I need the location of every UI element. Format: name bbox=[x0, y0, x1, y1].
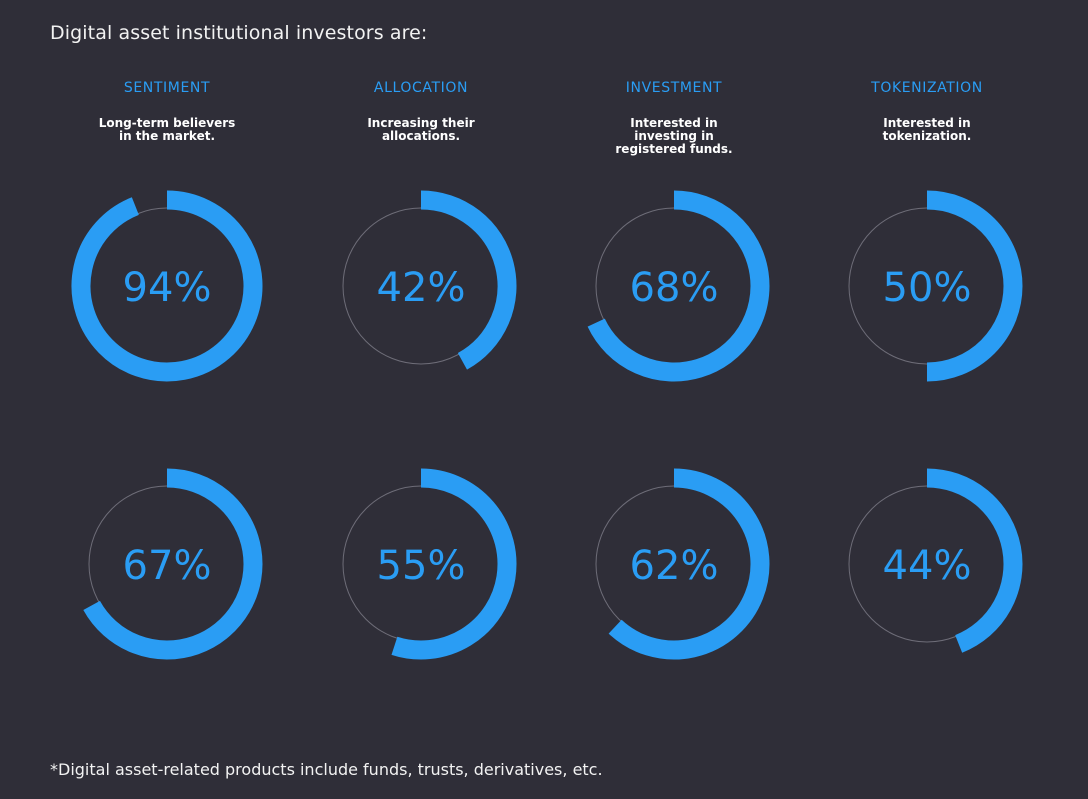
donut-tokenization-row1: 50% bbox=[848, 190, 1023, 382]
donut-tokenization-row2: 44% bbox=[848, 468, 1023, 653]
donut-arc bbox=[83, 468, 263, 660]
donut-arc bbox=[391, 468, 517, 660]
chart-heading: Digital asset institutional investors ar… bbox=[50, 22, 428, 44]
donut-value-label: 50% bbox=[883, 265, 972, 311]
column-header-sentiment: SENTIMENT Long-term believers in the mar… bbox=[57, 80, 277, 143]
donut-arc bbox=[608, 468, 770, 660]
donut-arc bbox=[926, 468, 1023, 653]
donut-arc bbox=[926, 190, 1023, 382]
donut-arc bbox=[587, 190, 770, 382]
column-header-investment: INVESTMENT Interested in investing in re… bbox=[564, 80, 784, 156]
donut-arc bbox=[420, 190, 517, 370]
donut-allocation-row2: 55% bbox=[342, 468, 517, 660]
donut-value-label: 42% bbox=[377, 265, 466, 311]
donut-value-label: 94% bbox=[123, 265, 212, 311]
column-description: Long-term believers in the market. bbox=[98, 116, 236, 143]
column-title: TOKENIZATION bbox=[871, 80, 983, 96]
column-description: Interested in investing in registered fu… bbox=[615, 116, 733, 156]
column-description: Increasing their allocations. bbox=[367, 116, 475, 143]
donut-allocation-row1: 42% bbox=[342, 190, 517, 370]
column-title: INVESTMENT bbox=[625, 80, 723, 96]
column-header-allocation: ALLOCATION Increasing their allocations. bbox=[311, 80, 531, 143]
donut-investment-row2: 62% bbox=[595, 468, 770, 660]
donut-investment-row1: 68% bbox=[587, 190, 770, 382]
donut-value-label: 68% bbox=[630, 265, 719, 311]
column-description: Interested in tokenization. bbox=[882, 116, 972, 143]
donut-value-label: 67% bbox=[123, 543, 212, 589]
donut-sentiment-row2: 67% bbox=[83, 468, 263, 660]
donut-value-label: 62% bbox=[630, 543, 719, 589]
donut-value-label: 44% bbox=[883, 543, 972, 589]
donut-sentiment-row1: 94% bbox=[71, 190, 263, 382]
donut-value-label: 55% bbox=[377, 543, 466, 589]
donut-arc bbox=[71, 190, 263, 382]
column-title: ALLOCATION bbox=[373, 80, 469, 96]
footnote: *Digital asset-related products include … bbox=[50, 760, 603, 779]
column-title: SENTIMENT bbox=[123, 80, 211, 96]
column-header-tokenization: TOKENIZATION Interested in tokenization. bbox=[817, 80, 1037, 143]
